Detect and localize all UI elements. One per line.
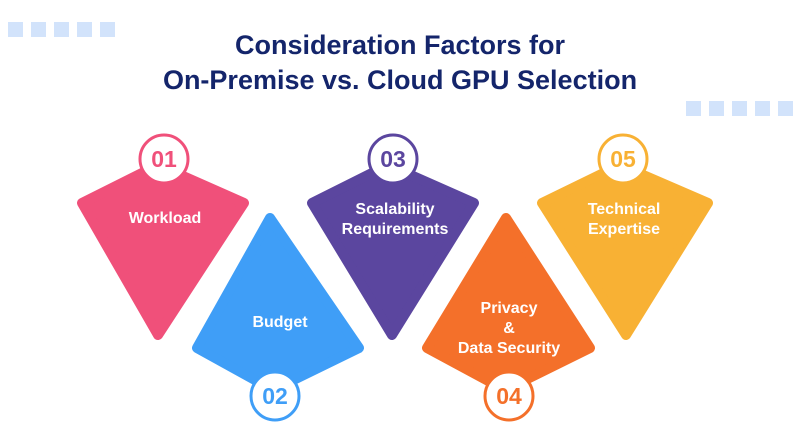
factor-workload-badge bbox=[138, 133, 190, 185]
title-line-1: Consideration Factors for bbox=[234, 30, 566, 60]
factor-budget-number: 02 bbox=[262, 383, 288, 409]
factor-privacy-label-line-3: Data Security bbox=[458, 340, 560, 357]
factor-budget-badge bbox=[249, 370, 301, 422]
factor-scalability-number: 03 bbox=[380, 146, 406, 172]
factor-technical-expertise-number: 05 bbox=[610, 146, 636, 172]
factor-technical-expertise-shape bbox=[537, 160, 713, 340]
factor-scalability: 03 Scalability Requirements bbox=[307, 133, 479, 340]
factor-technical-expertise-label-line-1: Technical bbox=[588, 201, 661, 218]
page-title: Consideration Factors for On-Premise vs.… bbox=[0, 28, 800, 98]
factor-budget-label: Budget bbox=[252, 314, 308, 331]
decor-dots-top-left bbox=[8, 22, 115, 37]
factor-budget: 02 Budget bbox=[192, 213, 364, 422]
factor-scalability-badge bbox=[367, 133, 419, 185]
factor-privacy: 04 Privacy & Data Security bbox=[422, 213, 595, 422]
decor-dots-right bbox=[686, 101, 793, 116]
factor-scalability-label-line-1: Scalability bbox=[355, 201, 434, 218]
factor-workload-number: 01 bbox=[151, 146, 177, 172]
factor-technical-expertise-label-line-2: Expertise bbox=[588, 221, 660, 238]
factor-scalability-label-line-2: Requirements bbox=[342, 221, 449, 238]
title-line-2: On-Premise vs. Cloud GPU Selection bbox=[162, 65, 638, 95]
factor-privacy-label-line-1: Privacy bbox=[481, 300, 538, 317]
factor-workload: 01 Workload bbox=[77, 133, 249, 340]
factor-workload-shape bbox=[77, 160, 249, 340]
factor-privacy-badge bbox=[483, 370, 535, 422]
factor-technical-expertise-badge bbox=[597, 133, 649, 185]
factor-privacy-label-line-2: & bbox=[503, 320, 515, 337]
factor-technical-expertise: 05 Technical Expertise bbox=[537, 133, 713, 340]
factor-privacy-number: 04 bbox=[496, 383, 522, 409]
factor-workload-label: Workload bbox=[129, 210, 202, 227]
factor-scalability-shape bbox=[307, 160, 479, 340]
